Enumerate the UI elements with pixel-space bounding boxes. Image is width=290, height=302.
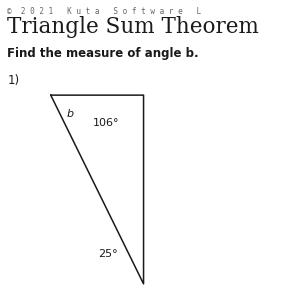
Text: b: b — [67, 109, 74, 119]
Text: Triangle Sum Theorem: Triangle Sum Theorem — [7, 16, 259, 38]
Text: 25°: 25° — [99, 249, 118, 259]
Text: Find the measure of angle b.: Find the measure of angle b. — [7, 47, 199, 60]
Text: 106°: 106° — [93, 118, 119, 128]
Text: ©  2 0 2 1   K u t a   S o f t w a r e   L: © 2 0 2 1 K u t a S o f t w a r e L — [7, 7, 202, 16]
Text: 1): 1) — [7, 74, 19, 87]
